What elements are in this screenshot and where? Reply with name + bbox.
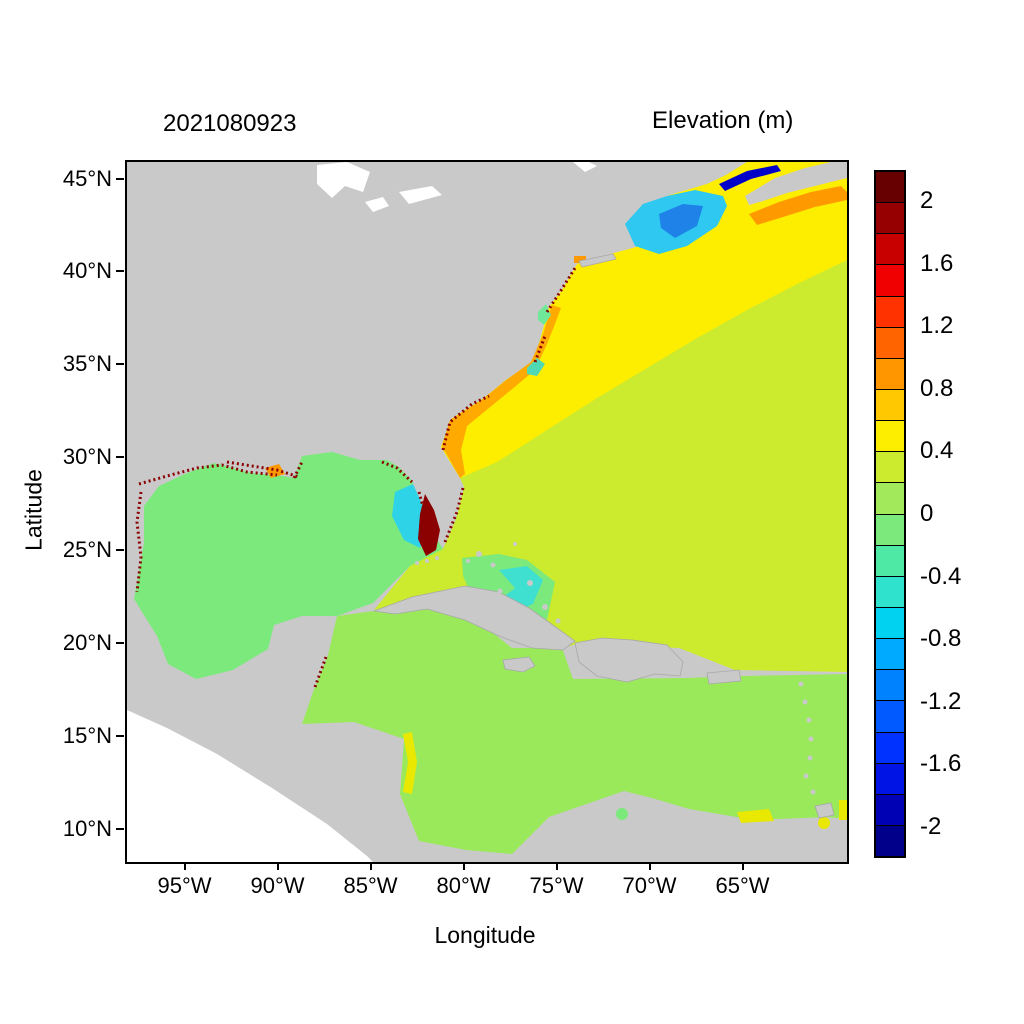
x-tick-label: 85°W — [326, 874, 416, 898]
x-tick-mark — [184, 862, 186, 870]
colorbar-block — [876, 515, 904, 546]
colorbar-block — [876, 265, 904, 296]
elevation-map — [127, 162, 847, 862]
colorbar-block — [876, 733, 904, 764]
x-tick-mark — [463, 862, 465, 870]
y-tick-mark — [116, 735, 124, 737]
colorbar-block — [876, 701, 904, 732]
y-tick-mark — [116, 363, 124, 365]
colorbar-tick-label: -2 — [920, 815, 941, 839]
colorbar-tick-label: 2 — [920, 189, 933, 213]
colorbar-block — [876, 670, 904, 701]
colorbar-block — [876, 483, 904, 514]
colorbar-block — [876, 577, 904, 608]
colorbar-tick-label: -1.6 — [920, 752, 961, 776]
colorbar-tick-label: 1.6 — [920, 252, 953, 276]
colorbar-block — [876, 764, 904, 795]
x-tick-label: 75°W — [512, 874, 602, 898]
y-tick-label: 10°N — [50, 817, 112, 841]
x-tick-mark — [649, 862, 651, 870]
y-tick-mark — [116, 642, 124, 644]
colorbar-tick-label: -0.8 — [920, 627, 961, 651]
y-tick-mark — [116, 456, 124, 458]
y-tick-label: 25°N — [50, 538, 112, 562]
colorbar-tick-label: 0.8 — [920, 377, 953, 401]
colorbar-block — [876, 359, 904, 390]
colorbar-block — [876, 795, 904, 826]
x-tick-label: 95°W — [140, 874, 230, 898]
colorbar-tick-label: 0 — [920, 502, 933, 526]
colorbar-title: Elevation (m) — [652, 107, 793, 135]
figure-canvas: 2021080923 Elevation (m) Latitude Longit… — [0, 0, 1024, 1024]
colorbar-tick-label: -1.2 — [920, 690, 961, 714]
x-tick-mark — [277, 862, 279, 870]
y-tick-mark — [116, 828, 124, 830]
colorbar-block — [876, 639, 904, 670]
colorbar-block — [876, 297, 904, 328]
x-tick-label: 80°W — [419, 874, 509, 898]
colorbar-tick-label: 0.4 — [920, 439, 953, 463]
colorbar-tick-label: -0.4 — [920, 565, 961, 589]
timestamp-title: 2021080923 — [163, 110, 296, 138]
y-axis-label: Latitude — [21, 469, 48, 551]
colorbar-block — [876, 390, 904, 421]
y-tick-label: 40°N — [50, 259, 112, 283]
colorbar-tick-label: 1.2 — [920, 314, 953, 338]
x-tick-label: 65°W — [698, 874, 788, 898]
x-tick-mark — [742, 862, 744, 870]
x-tick-mark — [370, 862, 372, 870]
colorbar-block — [876, 203, 904, 234]
y-tick-label: 15°N — [50, 724, 112, 748]
colorbar-block — [876, 234, 904, 265]
y-tick-mark — [116, 549, 124, 551]
y-tick-label: 30°N — [50, 445, 112, 469]
colorbar-block — [876, 608, 904, 639]
trinidad-island — [815, 803, 834, 818]
y-tick-label: 20°N — [50, 631, 112, 655]
colorbar-block — [876, 452, 904, 483]
colorbar-block — [876, 328, 904, 359]
colorbar-block — [876, 172, 904, 203]
x-tick-mark — [556, 862, 558, 870]
orinoco-yellow-spot — [818, 817, 830, 829]
right-edge-yellow-strip — [839, 800, 847, 820]
lake-maracaibo — [616, 808, 628, 820]
x-axis-label: Longitude — [434, 922, 535, 949]
map-plot-area — [125, 160, 849, 864]
x-tick-label: 90°W — [233, 874, 323, 898]
y-tick-mark — [116, 270, 124, 272]
y-tick-label: 35°N — [50, 352, 112, 376]
colorbar-block — [876, 546, 904, 577]
y-tick-mark — [116, 178, 124, 180]
colorbar — [874, 170, 906, 858]
colorbar-block — [876, 826, 904, 856]
y-tick-label: 45°N — [50, 167, 112, 191]
x-tick-label: 70°W — [605, 874, 695, 898]
colorbar-block — [876, 421, 904, 452]
